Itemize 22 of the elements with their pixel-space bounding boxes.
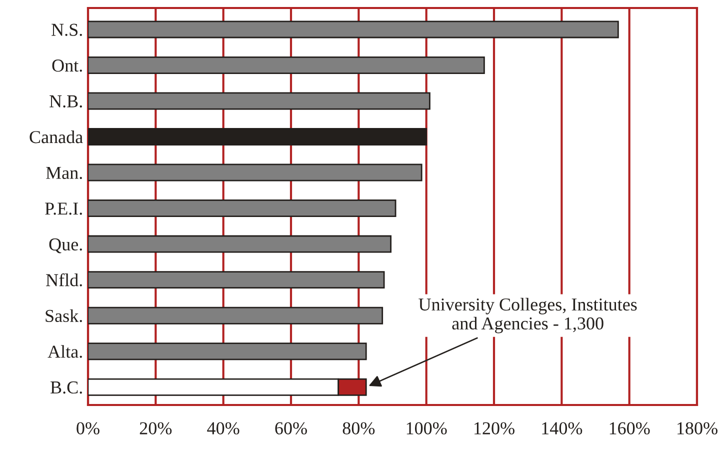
x-tick-label: 80% xyxy=(342,422,375,434)
x-tick-label: 120% xyxy=(474,422,514,434)
y-tick-label: Nfld. xyxy=(46,273,82,286)
y-tick-label: Ont. xyxy=(52,60,82,72)
annotation: University Colleges, Institutes and Agencies - 1,300 xyxy=(418,298,637,334)
x-tick-label: 160% xyxy=(610,422,650,434)
x-tick-label: 140% xyxy=(542,422,582,434)
x-tick-label: 40% xyxy=(207,422,240,434)
x-tick-label: 60% xyxy=(275,422,307,434)
y-tick-label: N.B. xyxy=(50,95,82,108)
x-tick-label: 180% xyxy=(678,422,718,434)
y-tick-label: Man. xyxy=(46,166,82,180)
y-tick-label: N.S. xyxy=(52,24,82,36)
y-tick-label: B.C. xyxy=(50,381,82,394)
y-tick-label: Sask. xyxy=(46,309,82,322)
x-tick-label: 20% xyxy=(140,422,172,434)
y-tick-label: P.E.I. xyxy=(45,202,82,215)
y-tick-label: Alta. xyxy=(48,345,82,358)
x-tick-label: 100% xyxy=(406,422,447,434)
y-tick-label: Canada xyxy=(30,130,83,144)
x-tick-label: 0% xyxy=(76,422,100,434)
y-tick-label: Que. xyxy=(49,238,82,254)
